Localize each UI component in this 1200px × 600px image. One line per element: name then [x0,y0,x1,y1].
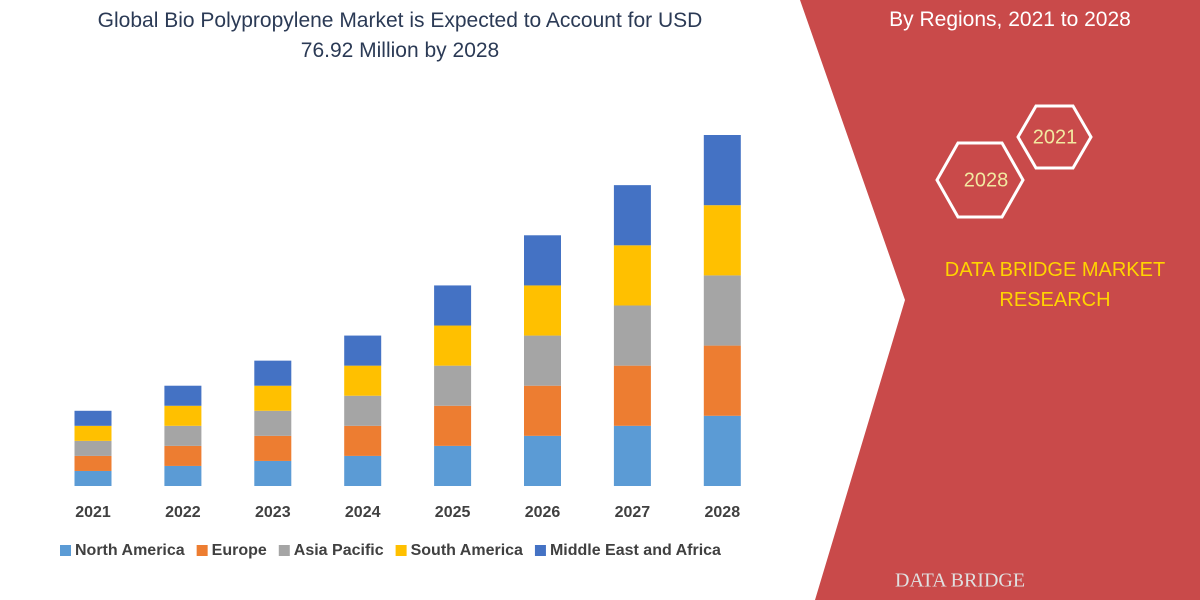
bar-segment [703,275,741,346]
x-tick-label: 2025 [435,504,471,521]
bar-segment [434,445,472,486]
subtitle: By Regions, 2021 to 2028 [889,8,1131,31]
bar-segment [74,470,112,486]
bar-segment [613,425,651,486]
bar-segment [703,345,741,416]
bar-segment [254,460,292,486]
bar-segment [254,435,292,461]
bar-segment [344,335,382,366]
legend-swatch [196,545,208,556]
bar-segment [524,385,561,436]
legend-label: Europe [212,542,267,559]
bar-segment [703,205,741,276]
x-tick-label: 2028 [705,504,741,521]
bar-segment [74,455,112,471]
bar-segment [164,385,202,406]
hexagon-label: 2021 [1033,126,1078,148]
legend-swatch [395,545,407,556]
bar-segment [434,285,472,326]
bar-segment [74,410,112,426]
brand: DATA BRIDGE MARKET RESEARCH [944,259,1166,311]
bar-segment [613,245,651,306]
x-tick-label: 2026 [525,504,561,521]
bar-segment [703,415,741,486]
bar-segment [524,335,561,386]
x-tick-label: 2022 [165,504,201,521]
bar-segment [164,445,202,466]
x-tick-label: 2027 [615,504,651,521]
bar-segment [164,405,202,426]
bar-segment [613,365,651,426]
bar-segment [254,410,292,436]
bar-segment [254,385,292,411]
bar-segment [524,285,561,336]
bar-segment [164,425,202,446]
legend-label: Asia Pacific [294,542,384,559]
bar-segment [524,235,561,286]
bar-segment [344,455,382,486]
bar-segment [613,305,651,366]
x-tick-label: 2024 [345,504,381,521]
logo: DATA BRIDGE [895,570,1025,592]
bar-segment [434,325,472,366]
bar-segment [524,435,561,486]
bar-segment [344,365,382,396]
legend-label: Middle East and Africa [550,542,721,559]
bar-segment [613,185,651,246]
legend-swatch [278,545,290,556]
bar-segment [74,440,112,456]
legend-label: South America [411,542,523,559]
hexagon [1016,104,1093,170]
x-tick-label: 2023 [255,504,291,521]
bar-segment [344,425,382,456]
bar-segment [254,360,292,386]
side-panel [800,0,1200,600]
hexagon-label: 2028 [964,169,1009,191]
legend-swatch [60,545,71,556]
bar-segment [344,395,382,426]
legend-swatch [534,545,546,556]
bar-segment [703,135,741,206]
bar-segment [74,425,112,441]
hexagon [935,141,1025,219]
legend-label: North America [75,542,185,559]
x-tick-label: 2021 [75,504,111,521]
bar-segment [434,365,472,406]
bar-segment [164,465,202,486]
bar-segment [434,405,472,446]
chart-title: Global Bio Polypropylene Market is Expec… [97,9,703,62]
